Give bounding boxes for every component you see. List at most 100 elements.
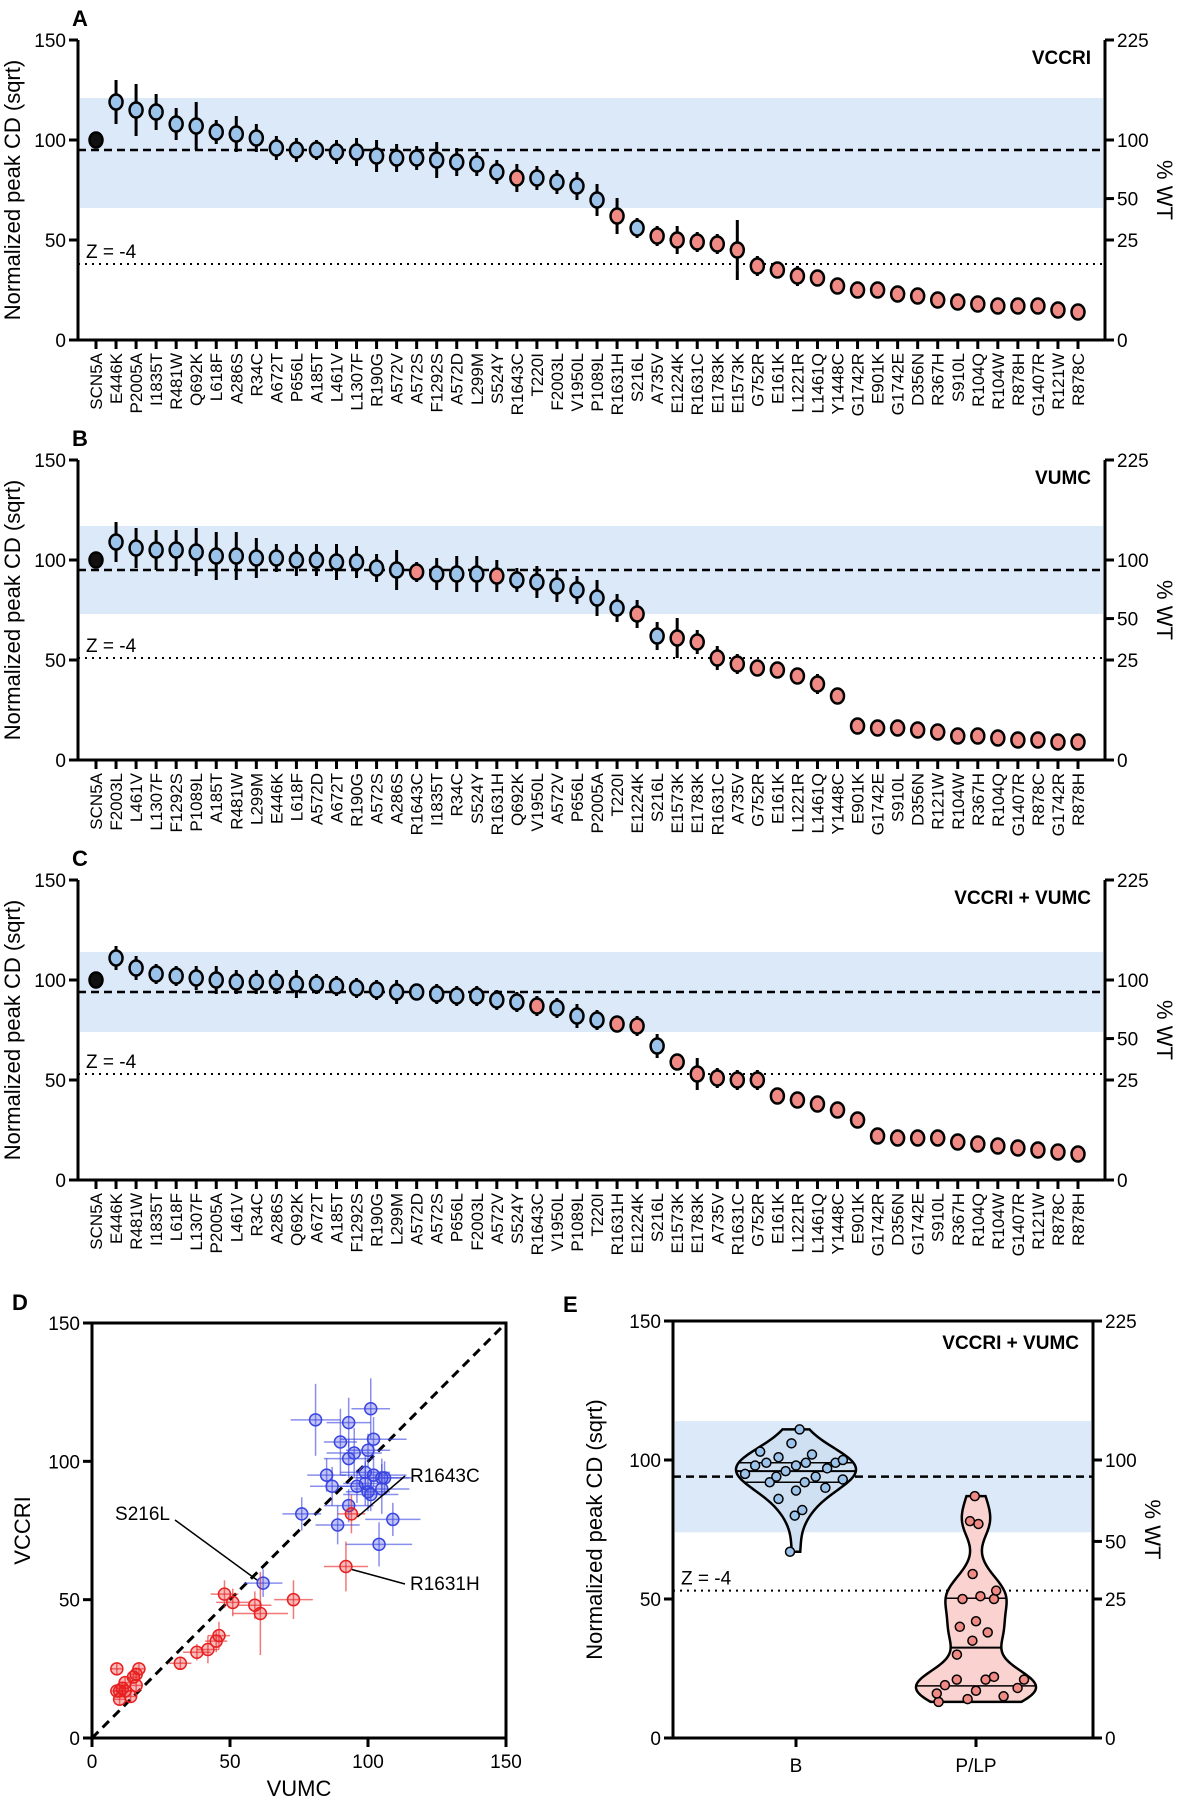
data-point-I1835T (148, 965, 164, 983)
x-tick-label: Q692K (187, 352, 206, 406)
data-point-E1224K (629, 1017, 645, 1035)
data-point (749, 1460, 761, 1471)
y-tick-label: 150 (629, 1312, 661, 1333)
x-tick-label: R367H (969, 773, 988, 826)
data-point-L299M (248, 549, 265, 567)
data-point (773, 1451, 784, 1463)
x-tick-label: E1573K (728, 352, 747, 413)
x-tick-label: G752R (748, 773, 767, 827)
y2-tick-label: 25 (1117, 1071, 1138, 1092)
y2-tick-label: 25 (1117, 231, 1138, 252)
data-point-R121W (123, 1689, 138, 1704)
x-tick-label: L461V (227, 1192, 246, 1242)
data-point-A185T (328, 977, 345, 995)
x-tick-label: R121W (929, 773, 948, 830)
x-tick-label: R104Q (969, 353, 988, 407)
y2-tick-label: 100 (1105, 1451, 1137, 1472)
data-point-A572V (489, 991, 505, 1009)
data-point-G1407R (1030, 297, 1046, 315)
x-tick-label: R367H (949, 1193, 968, 1246)
y2-tick-label: 0 (1105, 1729, 1116, 1750)
data-point-L1461Q (809, 1095, 826, 1113)
x-tick-label: G1407R (1029, 353, 1048, 416)
data-point-G1742E (869, 719, 886, 737)
data-point (784, 1546, 796, 1557)
data-point-G752R (749, 257, 766, 275)
data-point-S216L (629, 219, 645, 237)
x-tick-label: A185T (307, 353, 326, 403)
x-tick-label: E1573K (668, 1192, 687, 1253)
y-tick-label: 100 (34, 131, 66, 152)
y-tick-label: 0 (650, 1729, 661, 1750)
data-point (962, 1693, 973, 1705)
x-tick-label: A185T (207, 773, 226, 823)
data-point-P656L (319, 1468, 334, 1482)
x-tick-label: E901K (869, 352, 888, 404)
data-point-E1573K (729, 241, 746, 259)
x-tick-label: R34C (247, 1193, 266, 1236)
data-point-E901K (849, 1111, 866, 1129)
x-tick-label: G752R (748, 353, 767, 407)
y2-tick-label: 0 (1117, 751, 1128, 772)
data-point-L299M (388, 983, 405, 1001)
data-point-A572S (350, 1479, 364, 1493)
data-point-R1631C (226, 1595, 240, 1610)
x-tick-label: R1631C (708, 773, 727, 835)
x-tick-label: R104Q (969, 1193, 988, 1247)
data-point-A572V (325, 1479, 339, 1493)
data-point-D356N (909, 287, 926, 305)
y2-tick-label: 0 (1117, 331, 1128, 352)
y2-axis-label: % WT (1152, 160, 1177, 220)
x-tick-label: E1783K (688, 772, 707, 833)
data-point-S524Y (469, 565, 485, 583)
data-point-E901K (869, 281, 886, 299)
x-tick-label: Y1448C (829, 353, 848, 414)
x-tick-label: Q692K (508, 772, 527, 826)
y-tick-label: 100 (34, 551, 66, 572)
x-tick-label: S910L (949, 353, 968, 402)
data-point-R34C (448, 565, 465, 583)
x-tick-label: R1631H (608, 353, 627, 415)
data-point-V1950L (529, 573, 545, 591)
x-tick-label: T220I (588, 1193, 607, 1236)
data-point-Q692K (288, 975, 305, 993)
x-tick-label: E446K (267, 772, 286, 824)
panel-title: VCCRI + VUMC (954, 888, 1091, 909)
data-point-E1573K (669, 629, 685, 647)
data-point (1012, 1682, 1023, 1694)
data-point-L1307F (188, 969, 204, 987)
data-point-L1307F (348, 143, 365, 161)
x-tick-label: A286S (227, 353, 246, 404)
data-point-E1573K (253, 1606, 268, 1621)
data-point (810, 1471, 821, 1482)
x-tick-label: S524Y (468, 773, 487, 824)
x-tick-label: P656L (287, 353, 306, 402)
x-tick-label: E161K (768, 352, 787, 404)
x-tick-label: R1643C (508, 353, 527, 415)
y2-tick-label: 225 (1117, 31, 1149, 52)
x-tick-label: A572D (408, 1193, 427, 1245)
data-point-L461V (128, 539, 144, 557)
data-point-T220I (529, 169, 545, 187)
data-point-P1089L (569, 1007, 585, 1025)
y-tick-label: 150 (34, 451, 66, 472)
data-point (973, 1518, 984, 1530)
data-point-P2005A (589, 589, 605, 607)
data-point-I1835T (148, 103, 164, 121)
data-point-SCN5A (88, 131, 104, 149)
data-point-G1742E (889, 285, 906, 303)
x-tick-label: A572D (448, 353, 467, 405)
x-tick-label: E161K (768, 1192, 787, 1244)
data-point-V1950L (549, 999, 565, 1017)
data-point-R121W (929, 723, 946, 741)
x-tick-label: 100 (352, 1752, 384, 1773)
x-tick-label: R190G (348, 773, 367, 827)
x-tick-label: R481W (127, 1193, 146, 1250)
x-tick-label: A286S (388, 773, 407, 824)
x-tick-label: R878C (1049, 1193, 1068, 1246)
z-threshold-label: Z = -4 (681, 1569, 732, 1590)
data-point-A185T (308, 141, 325, 159)
identity-line (90, 1321, 508, 1740)
data-point-R34C (248, 129, 265, 147)
x-tick-label: R878H (1009, 353, 1028, 406)
